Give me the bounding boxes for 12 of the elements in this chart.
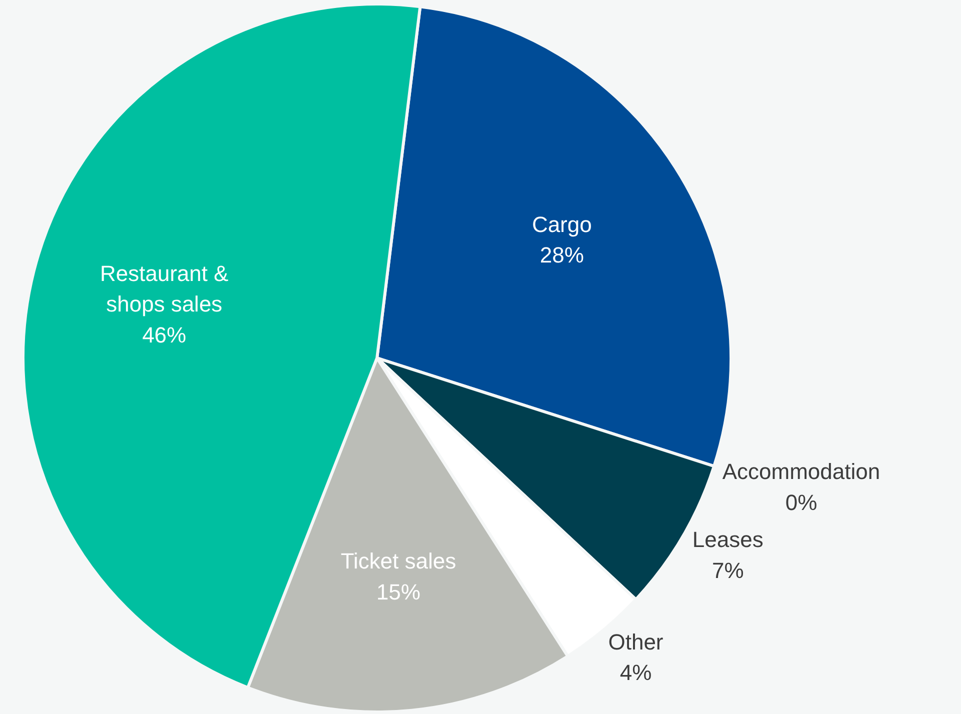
data-label: 28%	[540, 242, 584, 268]
text: 0%	[785, 490, 818, 515]
category-label: Accommodation	[722, 459, 880, 484]
data-label: 7%	[712, 558, 744, 583]
slice-label: Leases	[692, 527, 764, 552]
data-label: 15%	[376, 579, 420, 604]
slice-label: Cargo	[532, 212, 592, 237]
slice-label: Other	[608, 629, 664, 654]
slice-label: Ticket sales	[340, 548, 456, 574]
data-label: 4%	[620, 660, 652, 686]
data-label: 46%	[142, 322, 186, 348]
slice-label: Restaurant & shops sales	[100, 260, 229, 317]
